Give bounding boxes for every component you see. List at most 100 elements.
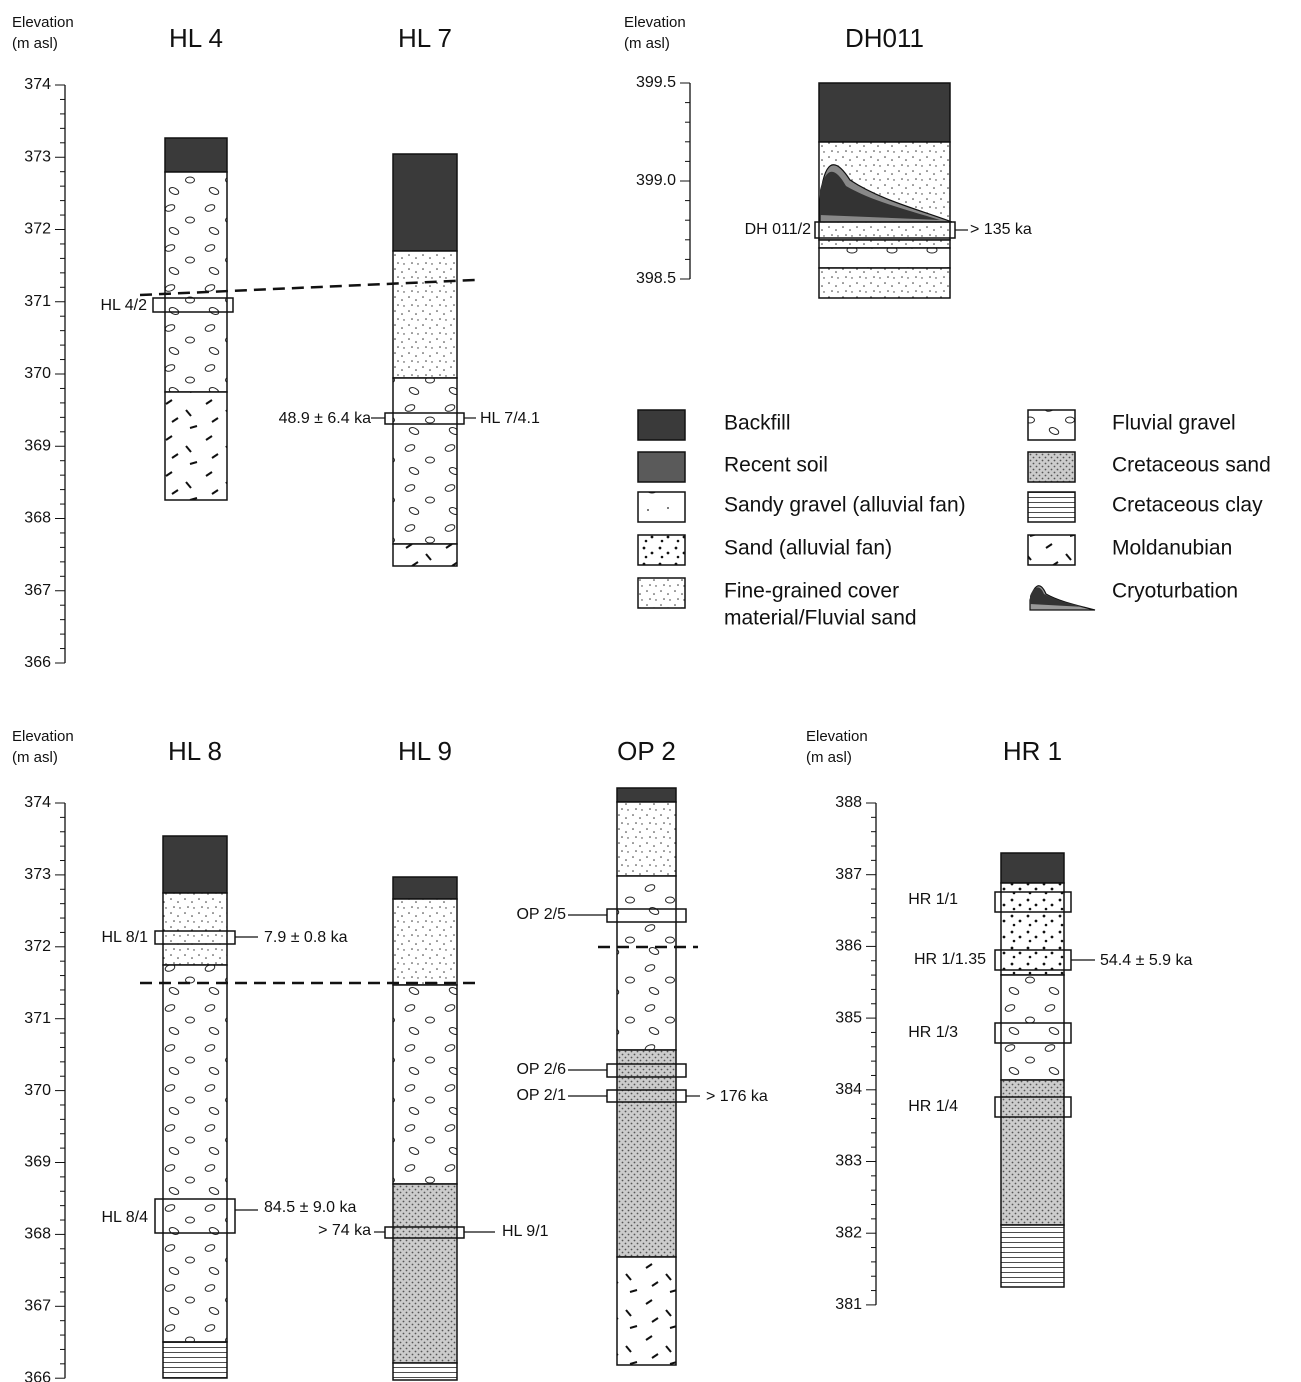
legend-swatch (637, 534, 686, 566)
sample-label: HR 1/4 (908, 1098, 958, 1115)
layer (392, 250, 458, 379)
layer (1000, 1079, 1065, 1226)
layer (1000, 974, 1065, 1081)
layer (1000, 852, 1065, 884)
sample-label: 54.4 ± 5.9 ka (1100, 952, 1193, 969)
sample-label: OP 2/6 (516, 1061, 566, 1078)
sample-label: HR 1/3 (908, 1024, 958, 1041)
layer (616, 1256, 677, 1366)
tick-label: 374 (24, 76, 51, 93)
axis-title: (m asl) (12, 35, 58, 52)
legend-swatch (637, 491, 686, 523)
tick-label: 373 (24, 866, 51, 883)
sample-box (154, 1198, 236, 1234)
sample-label: OP 2/5 (516, 906, 566, 923)
tick-label: 367 (24, 582, 51, 599)
sample-box (152, 297, 234, 313)
sample-box (994, 891, 1072, 913)
tick-label: 385 (835, 1009, 862, 1026)
tick-label: 373 (24, 148, 51, 165)
tick-label: 381 (835, 1296, 862, 1313)
tick-label: 398.5 (636, 270, 676, 287)
column-name: HL 7 (398, 23, 452, 53)
axis-title: Elevation (12, 728, 74, 745)
tick-label: 387 (835, 866, 862, 883)
tick-label: 384 (835, 1081, 862, 1098)
legend-label: Cretaceous clay (1112, 494, 1263, 517)
tick-label: 372 (24, 938, 51, 955)
axis-title: Elevation (624, 14, 686, 31)
tick-label: 368 (24, 510, 51, 527)
layer (616, 1049, 677, 1258)
tick-label: 370 (24, 1082, 51, 1099)
tick-label: 374 (24, 794, 51, 811)
legend-label: Backfill (724, 412, 791, 435)
legend-swatch (637, 577, 686, 609)
layer (392, 1362, 458, 1381)
layer (392, 984, 458, 1185)
legend-label: Sandy gravel (alluvial fan) (724, 494, 966, 517)
column-name: HL 4 (169, 23, 223, 53)
tick-label: 369 (24, 1154, 51, 1171)
tick-label: 367 (24, 1298, 51, 1315)
tick-label: 368 (24, 1226, 51, 1243)
tick-label: 383 (835, 1153, 862, 1170)
legend-swatch (1027, 409, 1076, 441)
axis-title: (m asl) (624, 35, 670, 52)
legend-swatch (1027, 534, 1076, 566)
sample-label: > 74 ka (318, 1222, 371, 1239)
layer (616, 801, 677, 877)
sample-label: 84.5 ± 9.0 ka (264, 1199, 357, 1216)
axis-title: Elevation (12, 14, 74, 31)
layer (162, 892, 228, 966)
layer (818, 267, 951, 299)
layer (392, 898, 458, 986)
legend-label: Fine-grained cover (724, 580, 899, 603)
column-name: OP 2 (617, 736, 676, 766)
tick-label: 386 (835, 938, 862, 955)
tick-label: 370 (24, 365, 51, 382)
tick-label: 382 (835, 1224, 862, 1241)
sample-box (994, 1096, 1072, 1118)
sample-label: 48.9 ± 6.4 ka (279, 410, 372, 427)
layer (616, 875, 677, 1051)
layer (818, 247, 951, 269)
layer (164, 137, 228, 173)
sample-label: HL 4/2 (100, 297, 147, 314)
sample-label: 7.9 ± 0.8 ka (264, 929, 348, 946)
axis-title: (m asl) (12, 749, 58, 766)
sample-label: DH 011/2 (745, 221, 812, 238)
legend-swatch (1027, 491, 1076, 523)
sample-label: HL 7/4.1 (480, 410, 540, 427)
tick-label: 399.5 (636, 74, 676, 91)
legend-label: Cryoturbation (1112, 580, 1238, 603)
legend-swatch (1030, 587, 1085, 607)
tick-label: 371 (24, 293, 51, 310)
sample-box (994, 1022, 1072, 1044)
column-name: DH011 (845, 23, 924, 53)
tick-label: 399.0 (636, 172, 676, 189)
legend-swatch (637, 409, 686, 441)
sample-label: HL 8/4 (101, 1209, 148, 1226)
layer (818, 82, 951, 143)
tick-label: 369 (24, 437, 51, 454)
layer (164, 171, 228, 393)
sample-label: HR 1/1.35 (914, 951, 986, 968)
layer (392, 876, 458, 900)
axis-title: (m asl) (806, 749, 852, 766)
sample-label: > 135 ka (970, 221, 1032, 238)
layer (392, 1183, 458, 1364)
legend-label: Sand (alluvial fan) (724, 537, 892, 560)
legend-swatch (1027, 451, 1076, 483)
sample-label: HR 1/1 (908, 891, 958, 908)
tick-label: 372 (24, 221, 51, 238)
tick-label: 371 (24, 1010, 51, 1027)
sample-label: > 176 ka (706, 1088, 768, 1105)
layer (392, 377, 458, 545)
column-name: HL 9 (398, 736, 452, 766)
legend-swatch (637, 451, 686, 483)
sample-label: HL 8/1 (101, 929, 148, 946)
cryoturbation (820, 171, 940, 220)
layer (1000, 882, 1065, 976)
